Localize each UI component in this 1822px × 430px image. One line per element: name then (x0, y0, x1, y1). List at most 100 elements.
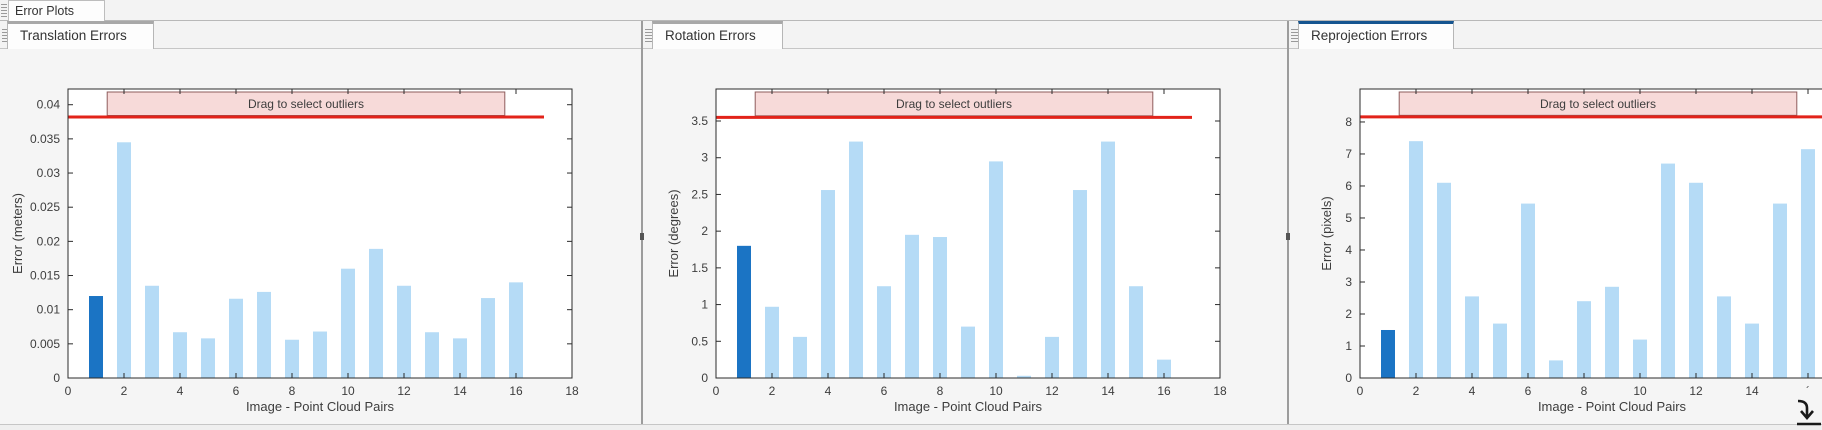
bar-selected-1[interactable] (1381, 329, 1395, 378)
axes-box (1359, 88, 1822, 379)
y-axis-label: Error (degrees) (666, 189, 681, 277)
figure-area: Drag to select outliers 0 2 4 6 8 10 12 14 16 18 0 0… (0, 49, 641, 423)
bar-3[interactable] (1437, 182, 1451, 378)
outlier-box-label: Drag to select outliers (248, 97, 364, 111)
bar-10[interactable] (989, 161, 1003, 378)
y-tick-label: 2 (1345, 307, 1352, 321)
bar-2[interactable] (1409, 141, 1423, 378)
bar-16[interactable] (1801, 149, 1815, 378)
axes-box (67, 88, 573, 379)
y-tick-label: 3 (701, 151, 708, 165)
bar-8[interactable] (1577, 301, 1591, 378)
axes-box (715, 88, 1221, 379)
bar-6[interactable] (1521, 203, 1535, 378)
bar-8[interactable] (933, 237, 947, 378)
x-tick-label: 16 (1157, 384, 1171, 398)
panel-tab-bar: Rotation Errors (643, 21, 1287, 49)
bar-10[interactable] (1633, 339, 1647, 378)
tab-translation-errors[interactable]: Translation Errors (7, 21, 154, 49)
bar-3[interactable] (793, 336, 807, 378)
x-tick-label: 4 (825, 384, 832, 398)
panel-tab-bar: Reprojection Errors (1289, 21, 1822, 49)
bar-14[interactable] (1101, 141, 1115, 378)
y-tick-label: 6 (1345, 179, 1352, 193)
x-tick-label: 0 (65, 384, 72, 398)
window-drag-grip-icon[interactable] (1, 4, 7, 18)
bar-4[interactable] (821, 190, 835, 378)
bar-7[interactable] (257, 291, 271, 378)
bar-12[interactable] (1045, 336, 1059, 378)
bar-3[interactable] (145, 285, 159, 378)
panel-divider[interactable] (640, 21, 644, 424)
y-tick-label: 2 (701, 224, 708, 238)
x-tick-label: 0 (713, 384, 720, 398)
bar-9[interactable] (1605, 286, 1619, 378)
x-tick-label: 18 (1213, 384, 1227, 398)
x-tick-label: 6 (1525, 384, 1532, 398)
bar-12[interactable] (1689, 182, 1703, 378)
tab-error-plots[interactable]: Error Plots (8, 0, 105, 21)
bar-15[interactable] (1773, 203, 1787, 378)
bar-13[interactable] (425, 332, 439, 378)
panel-drag-grip-icon[interactable] (645, 29, 652, 42)
bar-7[interactable] (1549, 360, 1563, 378)
bar-9[interactable] (961, 326, 975, 378)
dock-down-arrow-icon[interactable] (1792, 398, 1822, 428)
bar-14[interactable] (1745, 323, 1759, 378)
bar-11[interactable] (1017, 375, 1031, 378)
bar-5[interactable] (201, 338, 215, 378)
bar-10[interactable] (341, 268, 355, 378)
y-tick-label: 1.5 (691, 261, 708, 275)
x-tick-label: 12 (1689, 384, 1703, 398)
bar-14[interactable] (453, 338, 467, 378)
bottom-strip (0, 424, 1822, 430)
rotation-errors-panel: Rotation Errors Drag to select outliers 0… (643, 21, 1287, 424)
y-tick-label: 1 (701, 298, 708, 312)
divider-knob[interactable] (1286, 233, 1290, 240)
bar-5[interactable] (1493, 323, 1507, 378)
bar-13[interactable] (1073, 190, 1087, 378)
figure-area: Drag to select outliers 0 2 4 6 8 10 12 14 16 18 0 0… (643, 49, 1287, 423)
bar-9[interactable] (313, 331, 327, 378)
bar-selected-1[interactable] (89, 296, 103, 378)
x-tick-label: 14 (1101, 384, 1115, 398)
outlier-box-label: Drag to select outliers (896, 97, 1012, 111)
bar-2[interactable] (117, 142, 131, 378)
bar-6[interactable] (877, 286, 891, 378)
x-tick-label: 2 (121, 384, 128, 398)
tab-reprojection-errors[interactable]: Reprojection Errors (1298, 21, 1455, 49)
panel-tab-label: Reprojection Errors (1311, 28, 1428, 43)
panel-drag-grip-icon[interactable] (2, 29, 9, 42)
bar-4[interactable] (173, 332, 187, 378)
y-tick-label: 0.04 (37, 98, 61, 112)
bar-4[interactable] (1465, 296, 1479, 378)
x-tick-label: 0 (1357, 384, 1364, 398)
bar-15[interactable] (481, 298, 495, 378)
divider-knob[interactable] (640, 233, 644, 240)
bar-5[interactable] (849, 141, 863, 378)
bar-15[interactable] (1129, 286, 1143, 378)
translation-errors-chart[interactable]: Drag to select outliers 0 2 4 6 8 10 12 14 16 18 0 0… (0, 49, 641, 423)
panel-divider[interactable] (1286, 21, 1290, 424)
x-tick-label: 8 (1581, 384, 1588, 398)
panel-drag-grip-icon[interactable] (1291, 29, 1298, 42)
bar-11[interactable] (1661, 163, 1675, 378)
y-tick-label: 8 (1345, 115, 1352, 129)
y-tick-label: 0 (701, 371, 708, 385)
bar-16[interactable] (1157, 359, 1171, 378)
bar-12[interactable] (397, 285, 411, 378)
bar-16[interactable] (509, 282, 523, 378)
tab-rotation-errors[interactable]: Rotation Errors (652, 21, 783, 49)
bar-7[interactable] (905, 234, 919, 378)
bar-6[interactable] (229, 298, 243, 378)
bar-2[interactable] (765, 306, 779, 378)
bar-selected-1[interactable] (737, 245, 751, 378)
bar-8[interactable] (285, 339, 299, 378)
x-tick-label: 6 (233, 384, 240, 398)
bar-13[interactable] (1717, 296, 1731, 378)
x-axis-label: Image - Point Cloud Pairs (894, 399, 1043, 414)
bar-11[interactable] (369, 248, 383, 378)
y-tick-label: 0.03 (37, 166, 61, 180)
